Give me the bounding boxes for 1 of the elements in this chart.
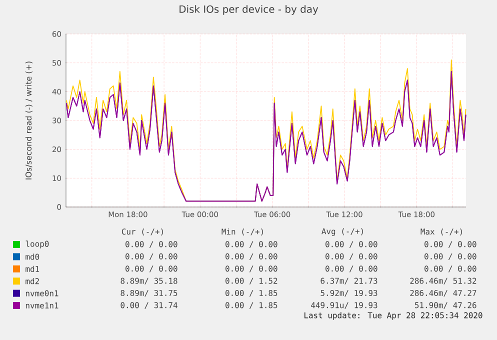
chart-title: Disk IOs per device - by day xyxy=(180,5,318,15)
